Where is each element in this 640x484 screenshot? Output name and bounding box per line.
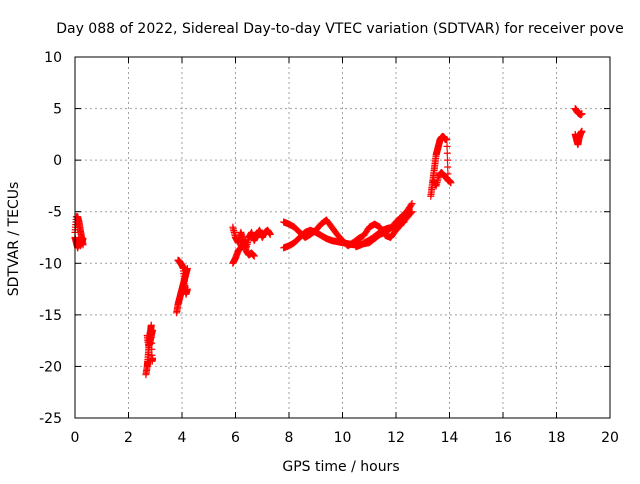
data-point (183, 285, 191, 293)
data-point (446, 177, 453, 185)
data-point (443, 142, 451, 150)
y-tick-label: 10 (44, 50, 62, 66)
x-tick-label: 18 (548, 430, 566, 446)
data-point (266, 230, 274, 238)
data-point (444, 163, 452, 171)
x-tick-label: 0 (71, 430, 80, 446)
data-point (407, 201, 415, 209)
data-point (578, 110, 586, 118)
y-axis-label: SDTVAR / TECUs (6, 182, 22, 297)
data-point (149, 326, 157, 334)
data-point (149, 354, 157, 362)
data-points (71, 105, 586, 379)
y-tick-label: -20 (39, 359, 62, 375)
tick-labels: 0 2 4 6 8 10 12 14 16 18 20 -25 -20 -15 -10 -5 0 5 10 (39, 50, 619, 446)
data-point (250, 252, 258, 260)
x-tick-label: 16 (494, 430, 512, 446)
x-tick-label: 12 (387, 430, 405, 446)
data-point (578, 127, 586, 135)
x-tick-label: 14 (441, 430, 459, 446)
data-point (408, 208, 416, 216)
x-tick-label: 20 (601, 430, 619, 446)
chart-title: Day 088 of 2022, Sidereal Day-to-day VTE… (56, 21, 624, 37)
x-axis-label: GPS time / hours (282, 459, 399, 475)
data-point (400, 218, 408, 226)
data-point (443, 156, 451, 164)
x-tick-label: 2 (124, 430, 133, 446)
plot-border (74, 56, 611, 419)
x-tick-label: 8 (285, 430, 294, 446)
y-tick-label: -10 (39, 256, 62, 272)
data-point (443, 149, 451, 157)
data-point (148, 345, 156, 353)
y-tick-label: -25 (39, 411, 62, 427)
y-tick-label: -15 (39, 308, 62, 324)
x-tick-label: 6 (231, 430, 240, 446)
data-point (443, 136, 451, 144)
y-tick-label: 5 (53, 102, 62, 118)
y-tick-label: -5 (48, 205, 62, 221)
y-tick-label: 0 (53, 153, 62, 169)
x-tick-label: 4 (178, 430, 187, 446)
data-point (408, 199, 416, 207)
data-point (147, 321, 155, 329)
data-point (79, 235, 87, 243)
data-point (407, 209, 415, 217)
x-tick-label: 10 (334, 430, 352, 446)
